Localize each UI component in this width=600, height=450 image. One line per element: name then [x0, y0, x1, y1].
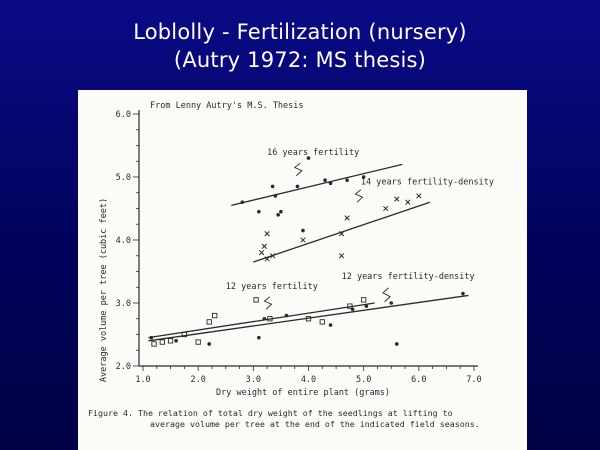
x-tick-label: 5.0: [356, 375, 371, 385]
data-point-series-2: [344, 215, 350, 221]
scanned-figure: 2.0 3.0 4.0 5.0 6.0 1.0 2.0 3.0 4.0 5.0 6.0 7.0 16 …: [78, 90, 527, 450]
data-point-series-3: [167, 338, 174, 344]
data-point-series-1: [361, 175, 366, 179]
data-point-series-1: [323, 178, 327, 182]
series-label-2: 14 years fertility-density: [361, 178, 494, 188]
series-label-3: 12 years fertility: [226, 282, 318, 292]
data-point-series-2: [338, 253, 345, 259]
data-point-series-3: [151, 341, 157, 347]
y-tick-label: 6.0: [116, 110, 131, 120]
data-point-series-4: [207, 342, 211, 346]
data-point-series-2: [261, 243, 268, 249]
slide-title: Loblolly - Fertilization (nursery): [133, 20, 467, 44]
data-point-series-1: [295, 184, 300, 189]
data-point-series-1: [306, 156, 311, 160]
x-axis-label: Dry weight of entire plant (grams): [216, 388, 390, 398]
data-point-series-4: [174, 339, 178, 343]
data-point-series-3: [319, 319, 325, 325]
data-point-series-2: [300, 237, 306, 243]
x-tick-label: 6.0: [411, 375, 426, 385]
y-axis-label: Average volume per tree (cubic feet): [99, 198, 109, 382]
data-point-series-1: [279, 209, 283, 214]
series-leader-3: [263, 296, 273, 310]
data-point-series-2: [405, 199, 411, 205]
trend-line-series-1: [231, 163, 403, 206]
data-point-series-3: [361, 297, 367, 303]
data-point-series-4: [461, 291, 465, 296]
data-point-series-4: [262, 316, 267, 321]
data-point-series-3: [267, 316, 273, 322]
data-point-series-4: [364, 304, 369, 308]
slide-subtitle: (Autry 1972: MS thesis): [173, 48, 427, 72]
data-point-series-1: [240, 200, 245, 204]
data-point-series-1: [276, 213, 280, 217]
series-label-4: 12 years fertility-density: [342, 272, 475, 282]
trend-line-series-2: [253, 201, 431, 263]
data-point-series-3: [305, 316, 312, 322]
data-point-series-3: [206, 319, 212, 325]
data-point-series-2: [264, 231, 270, 237]
data-point-series-3: [347, 303, 353, 309]
data-point-series-4: [257, 335, 261, 340]
y-tick-label: 4.0: [116, 236, 131, 246]
data-point-series-1: [270, 184, 275, 189]
data-point-series-4: [389, 301, 394, 305]
data-point-series-2: [416, 193, 422, 199]
data-point-series-4: [149, 335, 154, 340]
data-point-series-2: [383, 205, 389, 212]
scatter-chart: 2.0 3.0 4.0 5.0 6.0 1.0 2.0 3.0 4.0 5.0 6.0 7.0 16 …: [88, 101, 494, 429]
y-tick-label: 2.0: [116, 362, 131, 372]
x-tick-label: 7.0: [466, 375, 481, 385]
trend-line-series-4: [148, 294, 469, 342]
x-tick-label: 2.0: [190, 375, 205, 385]
data-point-series-2: [258, 249, 265, 256]
data-point-series-4: [328, 323, 333, 327]
data-point-series-4: [284, 313, 289, 318]
data-point-series-2: [338, 231, 345, 237]
data-point-series-3: [253, 297, 259, 303]
data-point-series-1: [301, 228, 305, 233]
data-point-series-4: [394, 342, 399, 346]
x-tick-label: 3.0: [246, 375, 261, 385]
data-point-series-3: [159, 339, 165, 345]
x-tick-label: 4.0: [301, 375, 316, 385]
y-tick-label: 5.0: [116, 173, 131, 183]
y-tick-label: 3.0: [116, 299, 131, 309]
data-point-series-1: [345, 178, 349, 182]
data-point-series-1: [273, 194, 278, 198]
data-point-series-2: [269, 253, 276, 259]
data-point-series-3: [181, 331, 188, 338]
figure-caption-line1: Figure 4. The relation of total dry weig…: [88, 408, 453, 418]
source-note: From Lenny Autry's M.S. Thesis: [150, 101, 304, 111]
data-point-series-2: [264, 256, 270, 262]
series-leader-1: [293, 162, 303, 177]
data-point-series-3: [212, 312, 218, 319]
data-point-series-4: [350, 307, 355, 312]
figure-caption-line2: average volume per tree at the end of th…: [150, 419, 480, 429]
data-point-series-1: [257, 209, 261, 214]
series-leader-4: [382, 287, 391, 303]
data-point-series-1: [328, 181, 333, 186]
data-point-series-2: [394, 196, 400, 202]
series-leader-2: [354, 189, 364, 203]
x-tick-label: 1.0: [135, 375, 150, 385]
data-point-series-3: [195, 339, 201, 345]
series-label-1: 16 years fertility: [267, 148, 359, 158]
